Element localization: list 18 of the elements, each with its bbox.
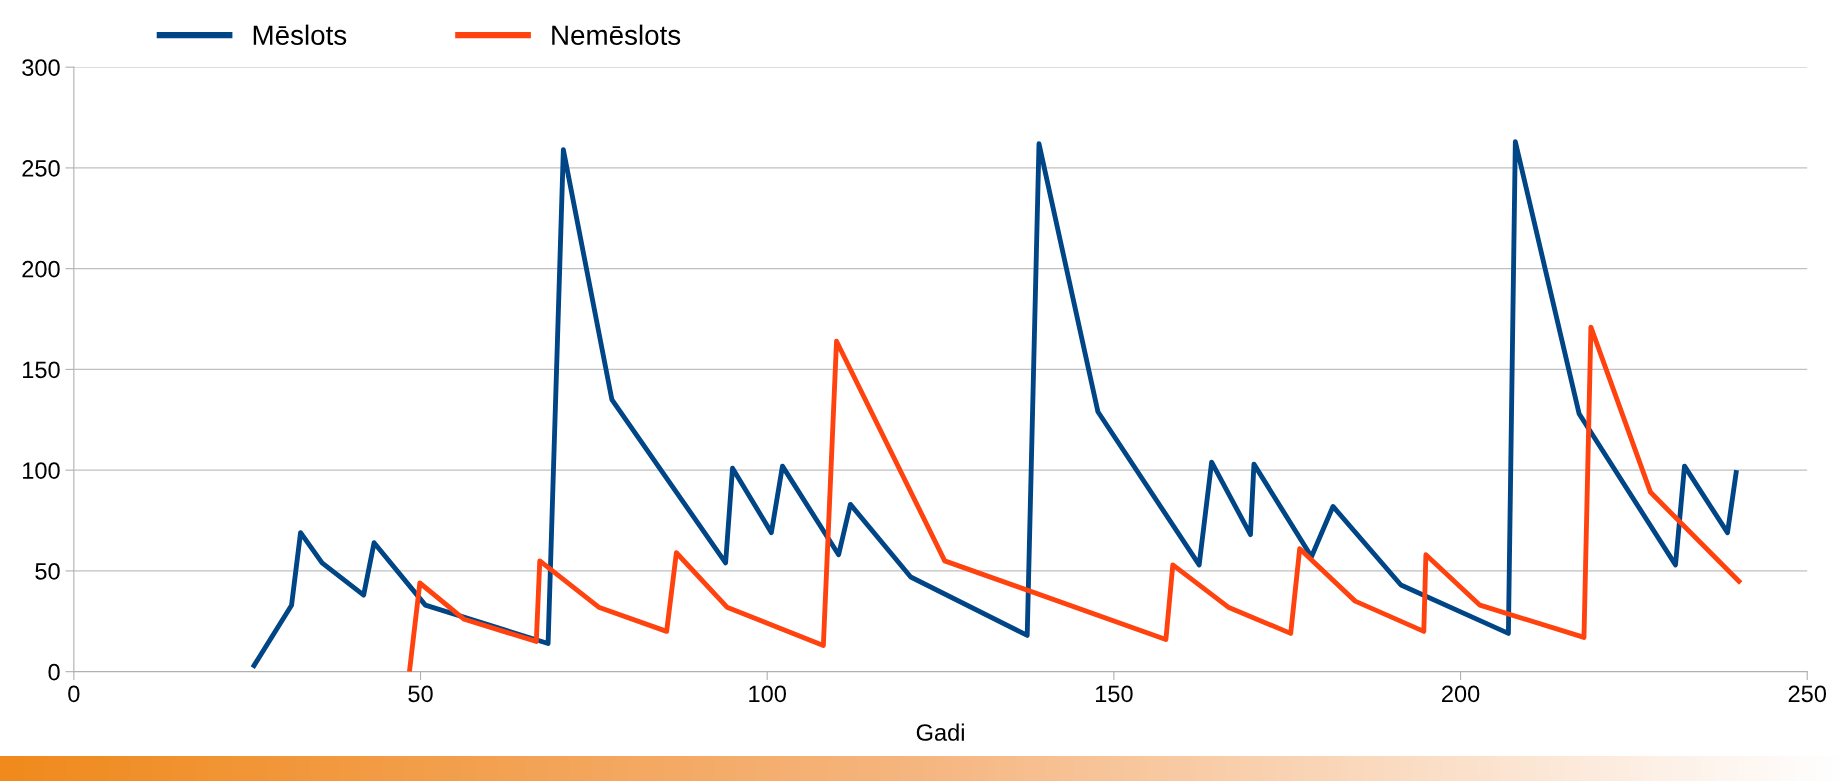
x-tick-label: 0 xyxy=(68,685,80,703)
line-series xyxy=(407,324,1744,672)
y-tick-label: 100 xyxy=(23,462,60,479)
y-tick-label: 0 xyxy=(48,663,60,681)
x-tick-label: 100 xyxy=(749,685,786,703)
y-tick-label: 300 xyxy=(22,59,60,76)
x-axis-title: Gadi xyxy=(916,723,964,741)
x-tick-label: 50 xyxy=(408,685,433,703)
y-tick-label: 200 xyxy=(22,260,60,278)
line-series xyxy=(250,139,1739,671)
y-tick-label: 50 xyxy=(35,562,60,580)
y-tick-label: 250 xyxy=(22,159,60,177)
legend-label: Mēslots xyxy=(253,24,347,46)
legend-label: Nemēslots xyxy=(552,24,681,46)
x-tick-label: 250 xyxy=(1788,685,1827,703)
x-tick-label: 200 xyxy=(1442,685,1480,703)
y-tick-label: 150 xyxy=(23,361,60,379)
x-tick-label: 150 xyxy=(1095,685,1133,703)
